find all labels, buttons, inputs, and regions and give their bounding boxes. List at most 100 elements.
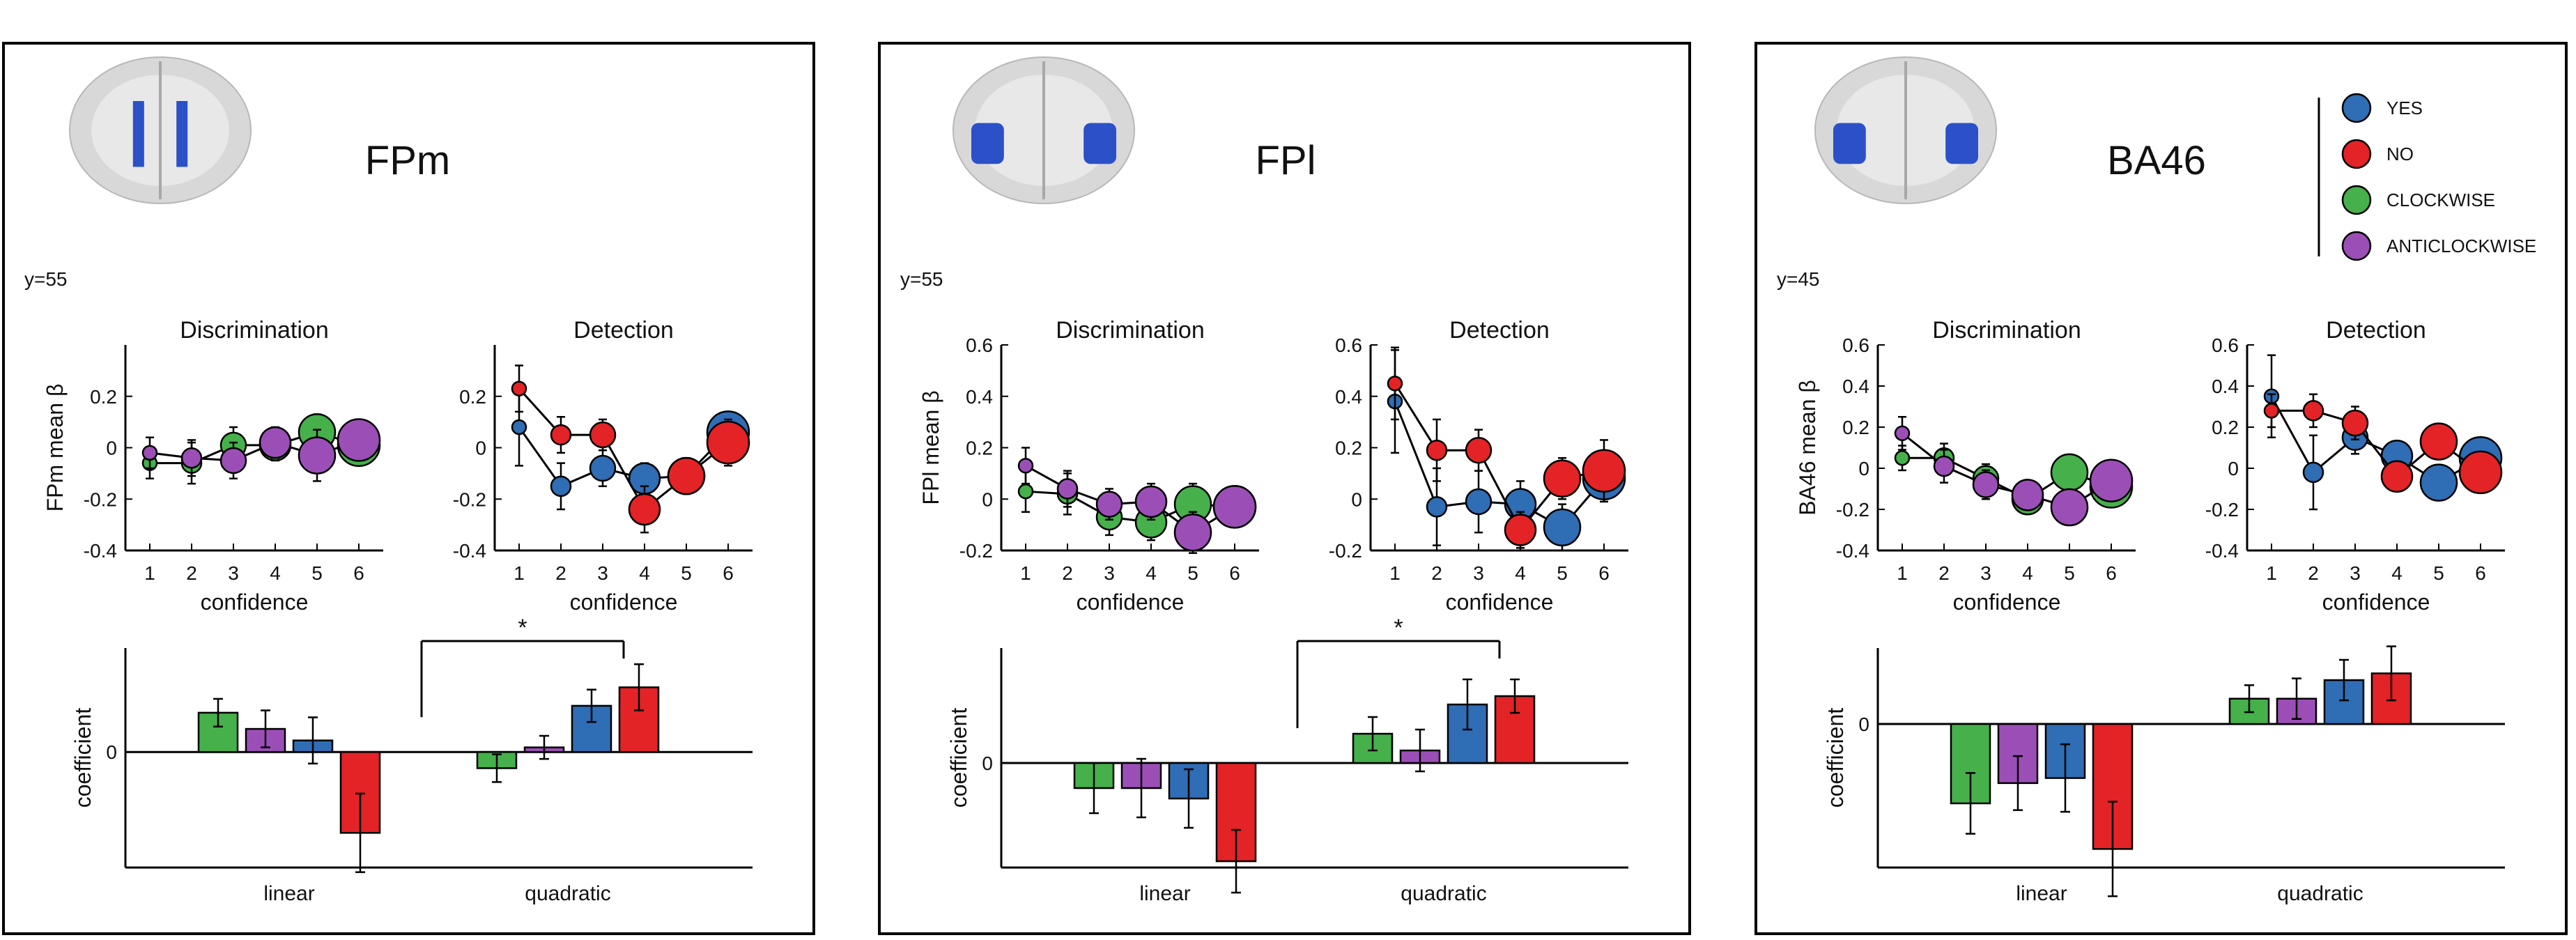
data-point <box>2089 459 2134 502</box>
x-tick-label: 3 <box>2350 562 2361 584</box>
line-plot: Detection 0.2 0 -0.2 -0.4 1 2 3 4 5 6 confidence <box>453 317 753 615</box>
y-axis-label: FPm mean β <box>43 384 68 512</box>
data-point <box>2380 460 2414 493</box>
line-plot: Detection 0.6 0.4 0.2 0 -0.2 -0.4 1 2 3 4 5 6 confide… <box>2205 317 2505 615</box>
roi-region <box>971 123 1004 164</box>
data-point <box>2302 461 2324 484</box>
y-tick-label: 0 <box>106 438 117 459</box>
slice-coordinate: y=55 <box>900 268 943 290</box>
data-point <box>1543 459 1582 498</box>
category-label: linear <box>2016 882 2067 905</box>
x-axis-label: confidence <box>570 590 678 615</box>
data-point <box>2419 422 2458 461</box>
category-label: linear <box>263 882 314 905</box>
y-tick-label: 0.6 <box>1842 334 1869 356</box>
y-tick-label: -0.2 <box>2205 499 2239 521</box>
legend-label: NO <box>2386 144 2414 164</box>
y-tick-label: 0.2 <box>1335 438 1362 459</box>
x-tick-label: 3 <box>1104 562 1115 584</box>
x-tick-label: 2 <box>555 562 566 584</box>
y-tick-label: 0.2 <box>2212 417 2239 438</box>
x-tick-label: 4 <box>1146 562 1157 584</box>
x-tick-label: 4 <box>2391 562 2403 584</box>
data-point <box>2302 400 2324 422</box>
sig-star: * <box>518 615 527 641</box>
x-tick-label: 2 <box>1938 562 1950 584</box>
x-tick-label: 4 <box>2022 562 2033 584</box>
data-point <box>2341 409 2369 437</box>
zero-tick-label: 0 <box>106 741 117 763</box>
y-tick-label: 0.2 <box>459 386 486 408</box>
x-tick-label: 6 <box>1229 562 1240 584</box>
x-tick-label: 5 <box>1187 562 1198 584</box>
brain-coronal-slice <box>952 56 1135 204</box>
x-tick-label: 6 <box>2106 562 2117 584</box>
subplot-title: Detection <box>1449 317 1550 344</box>
x-axis-label: confidence <box>1446 590 1554 615</box>
legend-marker <box>2341 185 2372 215</box>
coefficient-plot: 0 coefficient linear quadratic * <box>946 615 1628 905</box>
y-tick-label: 0.2 <box>1842 417 1869 438</box>
roi-region <box>132 101 144 167</box>
panel-FPm: FPm y=55 Discrimination 0.2 0 -0.2 -0.4 1 2 3 4 5 6 c… <box>2 42 815 935</box>
data-point <box>2011 479 2044 511</box>
panel-frame <box>2 42 815 935</box>
y-tick-label: 0.2 <box>90 386 117 408</box>
data-point <box>1095 491 1123 518</box>
y-tick-label: 0 <box>475 438 486 459</box>
data-point <box>1504 514 1537 546</box>
y-tick-label: 0 <box>2228 458 2239 479</box>
category-label: quadratic <box>525 882 610 905</box>
data-point <box>1894 425 1911 442</box>
line-plot: Detection 0.6 0.4 0.2 0 -0.2 1 2 3 4 5 6 confidence <box>1329 317 1628 615</box>
y-tick-label: -0.4 <box>84 540 117 562</box>
legend-marker <box>2341 231 2372 261</box>
line-plot: Discrimination 0.2 0 -0.2 -0.4 1 2 3 4 5 6 confiden… <box>43 317 383 615</box>
y-tick-label: 0 <box>1858 458 1869 479</box>
bar <box>2092 723 2134 850</box>
y-axis-label: BA46 mean β <box>1795 380 1820 516</box>
x-tick-label: 1 <box>1389 562 1401 584</box>
data-point <box>1972 471 2000 498</box>
legend-label: ANTICLOCKWISE <box>2386 236 2536 256</box>
x-axis-label: confidence <box>201 590 309 615</box>
data-point <box>1933 455 1955 477</box>
data-point <box>550 475 572 498</box>
y-tick-label: -0.2 <box>84 488 117 510</box>
data-point <box>1426 496 1448 518</box>
data-point <box>2419 463 2458 502</box>
category-label: linear <box>1139 882 1190 905</box>
data-point <box>1017 458 1034 474</box>
subplot-title: Discrimination <box>1056 317 1205 344</box>
data-point <box>259 426 292 459</box>
y-tick-label: -0.2 <box>959 540 993 562</box>
x-tick-label: 2 <box>186 562 197 584</box>
x-tick-label: 2 <box>1062 562 1073 584</box>
subplot-title: Detection <box>2326 317 2426 344</box>
x-tick-label: 5 <box>1557 562 1568 584</box>
x-tick-label: 4 <box>270 562 281 584</box>
y-tick-label: 0.2 <box>966 438 993 459</box>
data-point <box>298 436 337 475</box>
x-axis-label: confidence <box>1953 590 2061 615</box>
y-tick-label: -0.4 <box>1836 540 1869 562</box>
panel-title: FPl <box>1256 138 1316 183</box>
legend-marker <box>2341 93 2372 123</box>
panel-frame <box>1754 42 2568 935</box>
data-point <box>2050 453 2089 492</box>
y-tick-label: 0.4 <box>1335 386 1362 408</box>
line-plot: Discrimination 0.6 0.4 0.2 0 -0.2 1 2 3 4 5 6 confid… <box>918 317 1259 615</box>
bar <box>1215 762 1257 863</box>
data-point <box>2050 488 2089 527</box>
x-tick-label: 1 <box>514 562 525 584</box>
data-point <box>511 419 527 436</box>
x-tick-label: 5 <box>311 562 323 584</box>
category-label: quadratic <box>1401 882 1486 905</box>
x-tick-label: 1 <box>2266 562 2277 584</box>
panel-FPl: FPl y=55 Discrimination 0.6 0.4 0.2 0 -0.2 1 2 3 4 5… <box>878 42 1691 935</box>
x-tick-label: 6 <box>2475 562 2486 584</box>
coefficient-plot: 0 coefficient linear quadratic * <box>70 615 753 905</box>
data-point <box>180 447 203 469</box>
y-tick-label: -0.4 <box>453 540 486 562</box>
x-tick-label: 1 <box>1020 562 1031 584</box>
